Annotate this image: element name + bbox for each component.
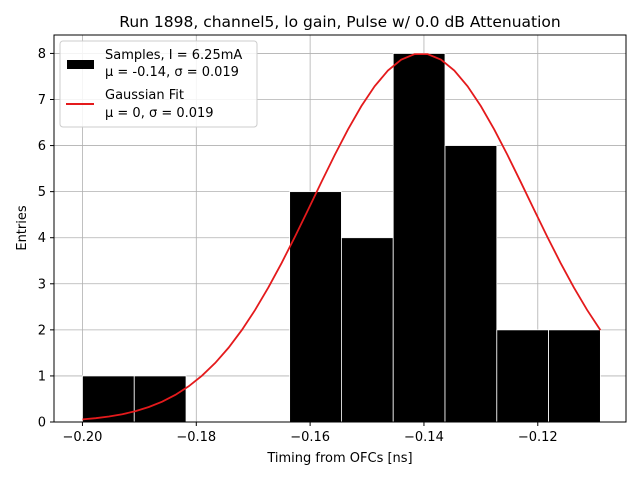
x-axis-ticks: −0.20 −0.18 −0.16 −0.14 −0.12 xyxy=(63,422,558,445)
x-axis-label: Timing from OFCs [ns] xyxy=(266,451,412,466)
y-axis-label: Entries xyxy=(15,205,30,251)
y-tick-label: 3 xyxy=(38,277,46,292)
legend-label-samples: Samples, I = 6.25mA xyxy=(105,48,242,63)
histogram-bar xyxy=(548,329,601,423)
histogram-bar xyxy=(82,375,135,423)
legend-stats-samples: μ = -0.14, σ = 0.019 xyxy=(105,65,239,80)
x-tick-label: −0.18 xyxy=(176,430,216,445)
x-tick-label: −0.20 xyxy=(63,430,103,445)
histogram-bar xyxy=(289,191,342,423)
y-tick-label: 1 xyxy=(38,369,46,384)
y-tick-label: 0 xyxy=(38,416,46,431)
plot-frame xyxy=(53,34,627,423)
legend-label-fit: Gaussian Fit xyxy=(105,88,184,103)
x-tick-label: −0.16 xyxy=(290,430,330,445)
x-tick-label: −0.12 xyxy=(518,430,558,445)
y-tick-label: 6 xyxy=(38,139,46,154)
y-axis-ticks: 0 1 2 3 4 5 6 7 8 xyxy=(38,47,54,431)
gaussian-fit xyxy=(82,53,602,421)
histogram-bar xyxy=(444,145,498,423)
y-tick-label: 4 xyxy=(38,231,46,246)
histogram-bar xyxy=(341,237,394,423)
x-tick-label: −0.14 xyxy=(404,430,444,445)
legend-swatch-samples xyxy=(67,60,94,69)
histogram-bar xyxy=(133,375,187,423)
y-tick-label: 8 xyxy=(38,47,46,62)
legend-box xyxy=(59,40,258,128)
legend-stats-fit: μ = 0, σ = 0.019 xyxy=(105,106,214,121)
y-tick-label: 2 xyxy=(38,323,46,338)
y-tick-label: 7 xyxy=(38,93,46,108)
chart-title: Run 1898, channel5, lo gain, Pulse w/ 0.… xyxy=(119,13,560,31)
histogram-bar xyxy=(392,53,446,423)
histogram-bar xyxy=(496,329,549,423)
fit-curve xyxy=(82,53,602,421)
legend: Samples, I = 6.25mA μ = -0.14, σ = 0.019… xyxy=(59,40,258,128)
y-tick-label: 5 xyxy=(38,185,46,200)
